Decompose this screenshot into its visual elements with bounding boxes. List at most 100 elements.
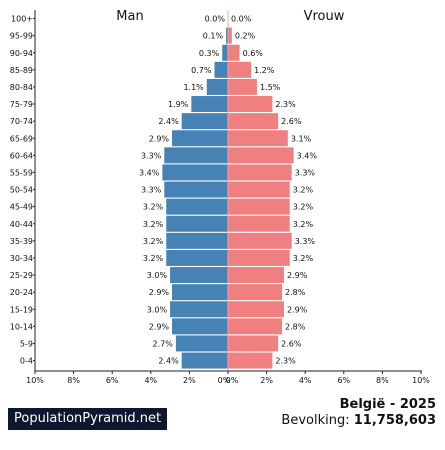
value-label-vrouw: 3.3% — [295, 168, 316, 177]
value-label-vrouw: 3.1% — [291, 134, 312, 143]
x-tick-label-left: 6% — [106, 376, 119, 385]
age-label: 45-49 — [10, 203, 33, 212]
value-label-vrouw: 1.5% — [260, 83, 281, 92]
bar-vrouw — [228, 61, 252, 78]
value-label-vrouw: 2.8% — [285, 322, 306, 331]
bar-vrouw — [228, 318, 283, 335]
value-label-vrouw: 0.2% — [235, 32, 256, 41]
age-label: 70-74 — [10, 117, 33, 126]
x-tick-label-right: 6% — [337, 376, 350, 385]
value-label-man: 3.2% — [143, 203, 164, 212]
right-header-vrouw: Vrouw — [304, 9, 345, 24]
bar-vrouw — [228, 164, 292, 181]
x-tick-label-right: 10% — [412, 376, 430, 385]
bar-man — [164, 147, 228, 164]
value-label-vrouw: 2.3% — [275, 100, 296, 109]
bar-vrouw — [228, 27, 232, 44]
value-label-vrouw: 3.2% — [293, 220, 314, 229]
age-label: 95-99 — [10, 32, 33, 41]
bar-man — [181, 113, 228, 130]
x-tick-label-right: 8% — [376, 376, 389, 385]
age-label: 65-69 — [10, 134, 33, 143]
age-label: 10-14 — [10, 322, 33, 331]
x-tick-label-right: 0% — [226, 376, 239, 385]
value-label-man: 0.7% — [191, 66, 212, 75]
x-tick-label-left: 8% — [67, 376, 80, 385]
value-label-man: 3.0% — [147, 305, 168, 314]
bar-man — [175, 335, 228, 352]
x-tick-label-left: 10% — [26, 376, 44, 385]
bar-vrouw — [228, 335, 279, 352]
age-label: 0-4 — [20, 357, 33, 366]
value-label-vrouw: 0.0% — [231, 15, 252, 24]
bar-vrouw — [228, 130, 288, 147]
bar-man — [166, 249, 228, 266]
bar-vrouw — [228, 267, 284, 284]
bar-vrouw — [228, 44, 240, 61]
age-label: 75-79 — [10, 100, 33, 109]
x-tick-label-left: 2% — [183, 376, 196, 385]
bar-vrouw — [228, 113, 279, 130]
age-label: 85-89 — [10, 66, 33, 75]
value-label-man: 3.3% — [141, 186, 162, 195]
value-label-man: 3.3% — [141, 151, 162, 160]
bar-man — [170, 267, 228, 284]
bar-man — [170, 301, 228, 318]
bar-man — [181, 352, 228, 369]
bar-vrouw — [228, 78, 257, 95]
value-label-man: 2.7% — [153, 339, 174, 348]
value-label-vrouw: 3.2% — [293, 254, 314, 263]
bar-man — [172, 130, 228, 147]
age-label: 90-94 — [10, 49, 33, 58]
left-header-man: Man — [116, 9, 143, 24]
bar-man — [166, 215, 228, 232]
age-label: 35-39 — [10, 237, 33, 246]
bar-man — [172, 318, 228, 335]
value-label-man: 2.9% — [149, 134, 170, 143]
value-label-man: 2.4% — [158, 357, 179, 366]
value-label-man: 2.9% — [149, 288, 170, 297]
age-label: 40-44 — [10, 220, 33, 229]
bar-man — [166, 232, 228, 249]
age-label: 55-59 — [10, 168, 33, 177]
bar-vrouw — [228, 215, 290, 232]
x-tick-label-right: 2% — [260, 376, 273, 385]
population-line: Bevolking: 11,758,603 — [281, 413, 436, 429]
value-label-vrouw: 0.6% — [243, 49, 264, 58]
bar-vrouw — [228, 147, 294, 164]
population-pyramid-chart: Man Vrouw 100+ 95-99 90-94 85-89 80-84 75-79 7… — [10, 9, 431, 385]
bar-man — [226, 27, 228, 44]
age-label: 100+ — [11, 15, 33, 24]
bar-vrouw — [228, 284, 283, 301]
bar-vrouw — [228, 96, 273, 113]
value-label-man: 0.3% — [199, 49, 220, 58]
x-tick-label-left: 0% — [218, 376, 231, 385]
x-tick-label-right: 4% — [299, 376, 312, 385]
age-label: 50-54 — [10, 186, 33, 195]
bar-man — [214, 61, 228, 78]
value-label-vrouw: 2.9% — [287, 271, 308, 280]
age-label: 20-24 — [10, 288, 33, 297]
population-label: Bevolking: — [281, 413, 350, 428]
bar-man — [222, 44, 228, 61]
country-info: België - 2025 Bevolking: 11,758,603 — [281, 397, 436, 429]
bar-vrouw — [228, 352, 273, 369]
value-label-man: 2.9% — [149, 322, 170, 331]
age-label: 25-29 — [10, 271, 33, 280]
value-label-vrouw: 2.8% — [285, 288, 306, 297]
bar-man — [206, 78, 228, 95]
value-label-man: 1.9% — [168, 100, 189, 109]
bar-man — [172, 284, 228, 301]
age-label: 5-9 — [20, 339, 33, 348]
brand-badge[interactable]: PopulationPyramid.net — [8, 408, 168, 430]
value-label-vrouw: 1.2% — [254, 66, 275, 75]
country-year: België - 2025 — [339, 397, 436, 412]
value-label-vrouw: 3.4% — [297, 151, 318, 160]
value-label-man: 3.2% — [143, 237, 164, 246]
bar-man — [162, 164, 228, 181]
value-label-vrouw: 3.2% — [293, 186, 314, 195]
value-label-vrouw: 2.6% — [281, 339, 302, 348]
value-label-vrouw: 2.3% — [275, 357, 296, 366]
age-label: 15-19 — [10, 305, 33, 314]
x-tick-label-left: 4% — [144, 376, 157, 385]
